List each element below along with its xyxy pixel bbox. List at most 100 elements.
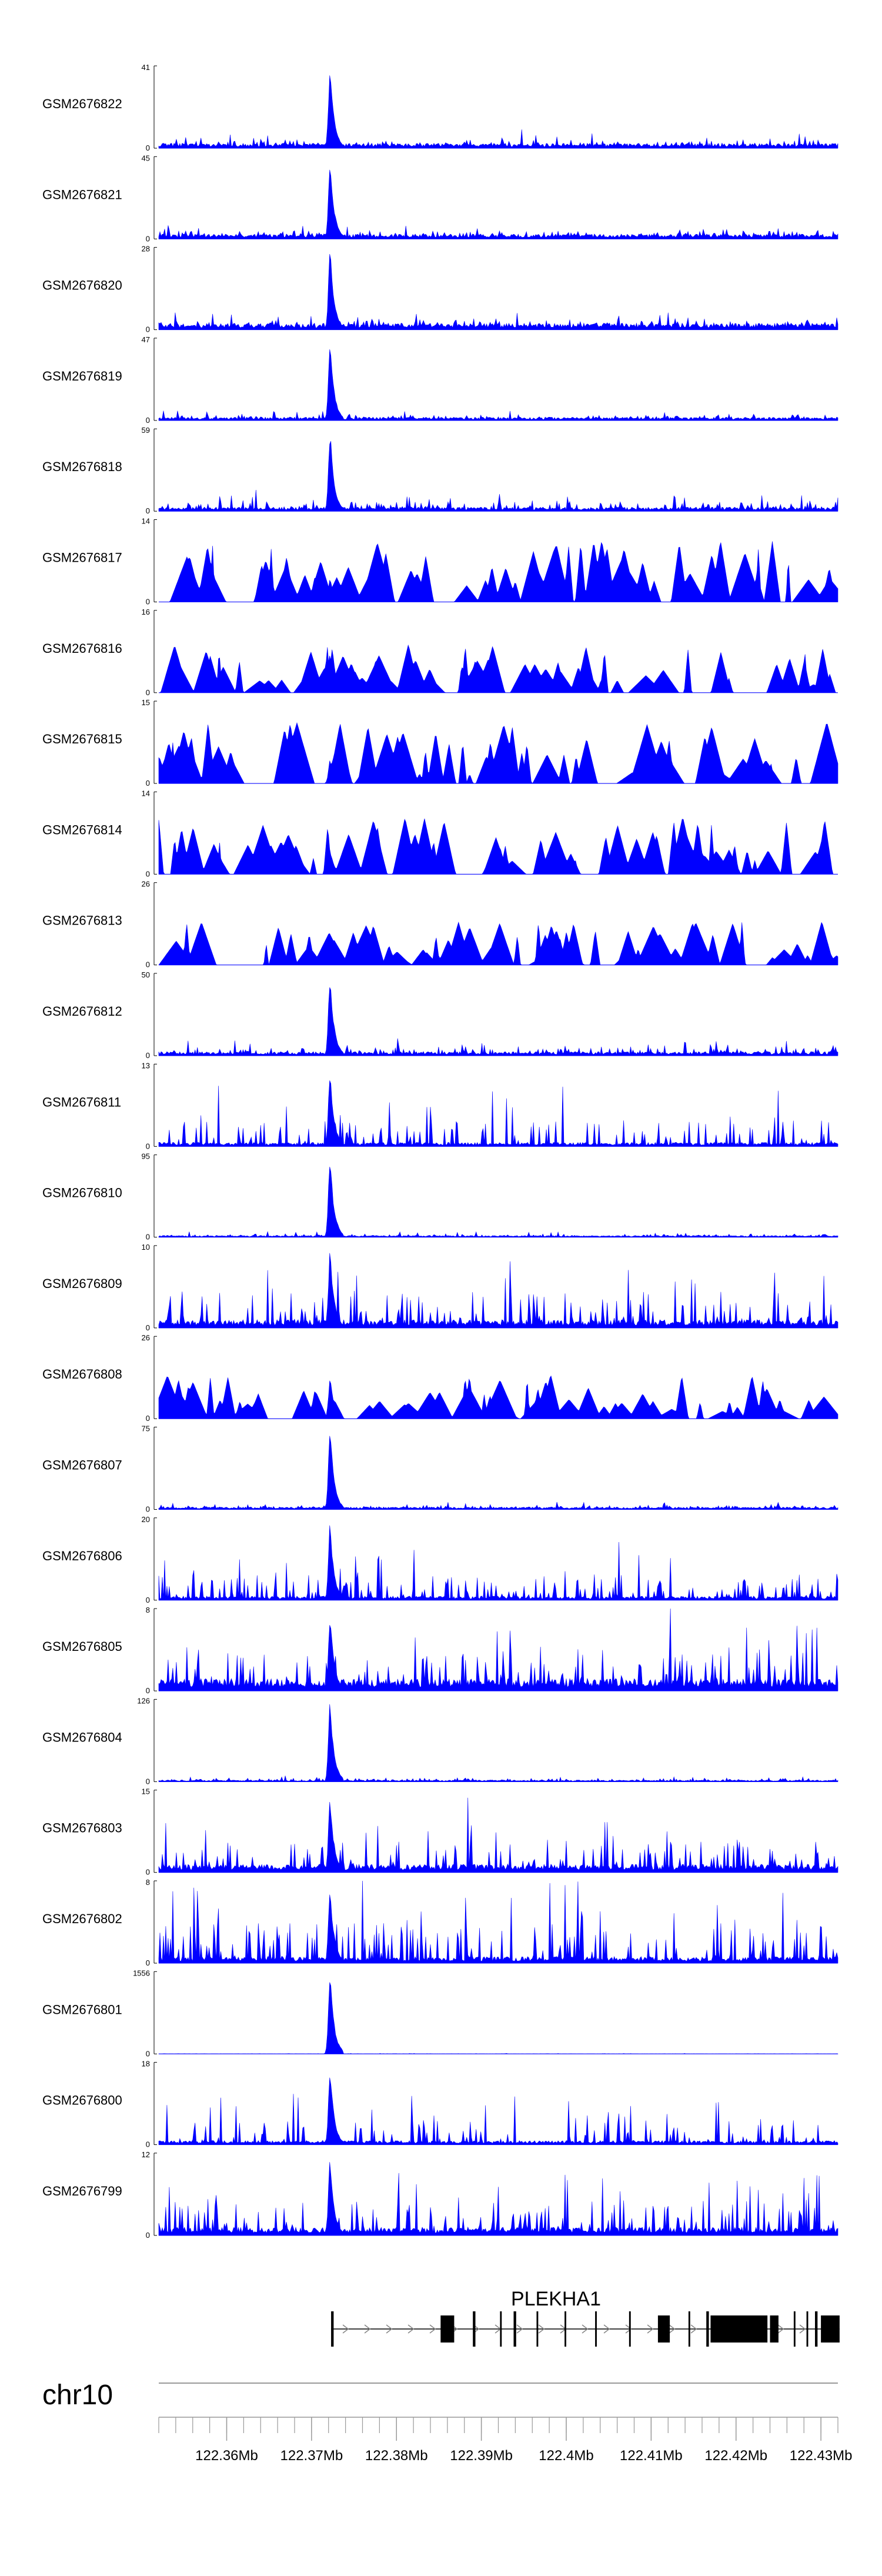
axis-tick-label: 122.38Mb	[365, 2448, 428, 2464]
gene-exon	[536, 2311, 539, 2347]
track-ymax-label: 95	[142, 1152, 150, 1161]
track-signal-area	[158, 1375, 838, 1419]
track-GSM2676799: GSM2676799 12 0	[42, 2150, 838, 2240]
track-label: GSM2676807	[42, 1458, 122, 1473]
strand-arrow	[777, 2324, 784, 2334]
track-GSM2676808: GSM2676808 26 0	[42, 1333, 838, 1423]
axis-tick-label: 122.42Mb	[704, 2448, 767, 2464]
track-ymax-label: 18	[142, 2060, 150, 2068]
gene-exon	[595, 2311, 597, 2347]
track-signal-area	[158, 2162, 838, 2236]
track-GSM2676819: GSM2676819 47 0	[42, 335, 838, 425]
track-GSM2676820: GSM2676820 28 0	[42, 245, 838, 334]
track-signal-area	[158, 1436, 838, 1510]
track-signal-area	[158, 2077, 838, 2145]
track-signal-area	[158, 253, 838, 330]
strand-arrow	[386, 2324, 393, 2334]
gene-exon	[821, 2315, 840, 2343]
track-ymax-label: 50	[142, 970, 150, 979]
track-ymax-label: 126	[137, 1696, 150, 1705]
track-GSM2676814: GSM2676814 14 0	[42, 789, 838, 878]
track-ymin-label: 0	[146, 2140, 150, 2149]
track-ymax-label: 59	[142, 426, 150, 435]
track-ymin-label: 0	[146, 598, 150, 606]
axis-tick-label: 122.36Mb	[195, 2448, 258, 2464]
strand-arrow	[538, 2324, 545, 2334]
track-signal-area	[159, 541, 838, 603]
track-GSM2676802: GSM2676802 8 0	[42, 1878, 838, 1967]
track-GSM2676813: GSM2676813 26 0	[42, 880, 838, 969]
track-ymax-label: 15	[142, 698, 150, 707]
track-label: GSM2676808	[42, 1367, 122, 1382]
track-ymin-label: 0	[146, 1505, 150, 1514]
track-ymin-label: 0	[146, 325, 150, 334]
track-label: GSM2676806	[42, 1549, 122, 1563]
track-GSM2676803: GSM2676803 15 0	[42, 1787, 838, 1877]
track-label: GSM2676815	[42, 732, 122, 746]
strand-arrow	[407, 2324, 415, 2334]
strand-arrow	[516, 2324, 523, 2334]
track-signal-area	[158, 722, 838, 784]
track-signal-area	[158, 169, 838, 239]
gene-exon	[564, 2311, 566, 2347]
strand-arrow	[582, 2324, 589, 2334]
signal-tracks: GSM2676822410GSM2676821450GSM2676820280G…	[42, 63, 838, 2240]
track-ymax-label: 16	[142, 608, 150, 616]
track-ymin-label: 0	[146, 1414, 150, 1423]
track-label: GSM2676799	[42, 2184, 122, 2198]
gene-exon	[688, 2311, 690, 2347]
track-label: GSM2676814	[42, 822, 122, 837]
track-ymin-label: 0	[146, 869, 150, 878]
gene-exon	[806, 2311, 808, 2347]
track-ymin-label: 0	[146, 960, 150, 969]
track-ymax-label: 26	[142, 1333, 150, 1342]
strand-arrow	[690, 2324, 697, 2334]
track-ymax-label: 8	[146, 1606, 150, 1614]
track-ymax-label: 75	[142, 1424, 150, 1433]
track-GSM2676810: GSM2676810 95 0	[42, 1152, 838, 1242]
track-ymin-label: 0	[146, 1777, 150, 1786]
track-ymin-label: 0	[146, 234, 150, 243]
track-GSM2676811: GSM2676811 13 0	[42, 1061, 838, 1150]
track-signal-area	[159, 644, 838, 693]
track-ymin-label: 0	[146, 1596, 150, 1604]
track-GSM2676812: GSM2676812 50 0	[42, 970, 838, 1060]
track-ymin-label: 0	[146, 2049, 150, 2058]
track-ymin-label: 0	[146, 506, 150, 515]
track-ymin-label: 0	[146, 1233, 150, 1242]
track-ymax-label: 20	[142, 1515, 150, 1524]
track-label: GSM2676821	[42, 187, 122, 202]
track-GSM2676822: GSM2676822 41 0	[42, 63, 838, 152]
track-ymin-label: 0	[146, 2231, 150, 2240]
track-ymax-label: 8	[146, 1878, 150, 1887]
track-ymax-label: 10	[142, 1243, 150, 1252]
track-ymin-label: 0	[146, 1686, 150, 1695]
track-ymax-label: 41	[142, 63, 150, 72]
track-ymax-label: 13	[142, 1061, 150, 1070]
track-signal-area	[158, 441, 838, 512]
strand-arrow	[647, 2324, 654, 2334]
gene-exon	[500, 2311, 502, 2347]
track-ymin-label: 0	[146, 1051, 150, 1060]
track-ymax-label: 28	[142, 245, 150, 253]
track-label: GSM2676800	[42, 2093, 122, 2108]
track-ymax-label: 26	[142, 880, 150, 889]
track-ymin-label: 0	[146, 688, 150, 697]
gene-exon	[770, 2315, 779, 2343]
gene-exon	[793, 2311, 796, 2347]
track-label: GSM2676803	[42, 1821, 122, 1836]
gene-exon	[629, 2311, 631, 2347]
track-signal-area	[158, 1880, 838, 1964]
track-GSM2676809: GSM2676809 10 0	[42, 1243, 838, 1332]
track-label: GSM2676801	[42, 2002, 122, 2017]
track-signal-area	[158, 1797, 838, 1873]
track-ymax-label: 45	[142, 154, 150, 162]
axis-tick-label: 122.41Mb	[620, 2448, 683, 2464]
axis-tick-label: 122.4Mb	[539, 2448, 593, 2464]
track-GSM2676806: GSM2676806 20 0	[42, 1515, 838, 1604]
axis-tick-label: 122.43Mb	[790, 2448, 853, 2464]
track-label: GSM2676817	[42, 550, 122, 565]
gene-exon	[473, 2311, 476, 2347]
track-ymax-label: 14	[142, 517, 150, 526]
track-ymax-label: 47	[142, 335, 150, 344]
